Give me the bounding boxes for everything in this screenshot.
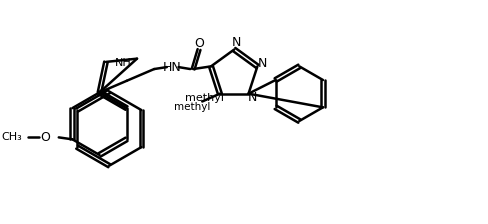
Text: HN: HN bbox=[163, 61, 181, 74]
Text: N: N bbox=[248, 91, 257, 104]
Text: O: O bbox=[194, 37, 204, 50]
Text: methyl: methyl bbox=[185, 93, 224, 103]
Text: CH₃: CH₃ bbox=[1, 132, 21, 142]
Text: N: N bbox=[231, 36, 241, 49]
Text: methyl: methyl bbox=[174, 102, 211, 112]
Text: O: O bbox=[40, 131, 50, 144]
Text: NH: NH bbox=[114, 58, 131, 68]
Text: N: N bbox=[258, 57, 267, 70]
